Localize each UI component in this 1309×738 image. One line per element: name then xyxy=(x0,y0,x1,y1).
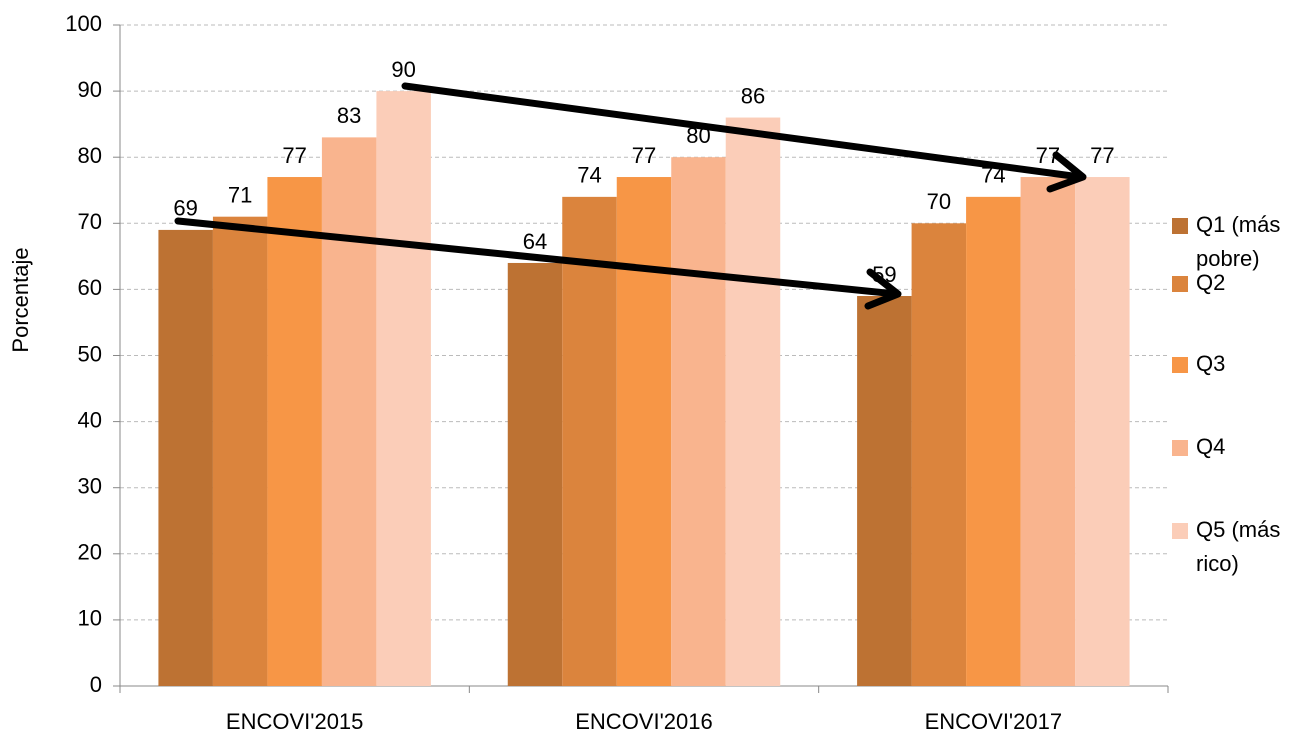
y-tick-label: 0 xyxy=(90,672,102,697)
value-label: 83 xyxy=(337,103,361,128)
y-tick-label: 100 xyxy=(65,11,102,36)
legend-label: Q5 (más rico) xyxy=(1196,517,1281,576)
x-tick-label: ENCOVI'2017 xyxy=(925,709,1063,734)
arrow-head xyxy=(864,268,902,310)
y-tick-label: 80 xyxy=(78,143,102,168)
value-label: 86 xyxy=(741,83,765,108)
bar xyxy=(321,137,377,686)
bar xyxy=(562,196,617,687)
bar xyxy=(911,223,967,687)
value-label: 74 xyxy=(577,163,601,188)
legend-swatch xyxy=(1172,523,1188,539)
arrow-head xyxy=(1046,151,1087,193)
y-tick-label: 40 xyxy=(78,407,102,432)
y-tick-label: 20 xyxy=(78,540,102,565)
x-tick-label: ENCOVI'2015 xyxy=(226,709,364,734)
value-label: 70 xyxy=(927,189,951,214)
bar xyxy=(671,157,726,686)
bar xyxy=(507,262,563,686)
bar xyxy=(267,177,322,686)
legend-swatch xyxy=(1172,276,1188,292)
legend-swatch xyxy=(1172,218,1188,234)
bar xyxy=(212,216,268,686)
y-tick-label: 50 xyxy=(78,341,102,366)
value-label: 69 xyxy=(173,196,197,221)
y-tick-label: 90 xyxy=(78,77,102,102)
legend-swatch xyxy=(1172,440,1188,456)
y-axis-label: Porcentaje xyxy=(8,247,33,352)
bar xyxy=(158,229,213,686)
y-tick-label: 70 xyxy=(78,209,102,234)
arrow xyxy=(401,82,1084,181)
bar xyxy=(966,196,1021,687)
x-tick-label: ENCOVI'2016 xyxy=(575,709,713,734)
value-label: 77 xyxy=(1090,143,1114,168)
legend-label: Q3 xyxy=(1196,351,1226,376)
value-label: 77 xyxy=(282,143,306,168)
y-tick-label: 10 xyxy=(78,606,102,631)
bar xyxy=(616,177,672,686)
value-label: 71 xyxy=(228,183,252,208)
y-tick-label: 60 xyxy=(78,275,102,300)
bar xyxy=(376,91,431,687)
value-label: 90 xyxy=(391,57,415,82)
y-tick-label: 30 xyxy=(78,474,102,499)
legend-label: Q4 xyxy=(1196,434,1226,459)
legend-label: Q1 (más pobre) xyxy=(1196,212,1281,271)
value-label: 64 xyxy=(523,229,547,254)
arrow xyxy=(174,217,900,298)
bar xyxy=(1075,177,1130,686)
legend-label: Q2 xyxy=(1196,270,1226,295)
annotation-arrows xyxy=(174,82,1087,310)
bar xyxy=(1020,177,1076,686)
bar xyxy=(857,296,912,686)
value-label: 77 xyxy=(632,143,656,168)
legend-swatch xyxy=(1172,357,1188,373)
bar xyxy=(725,117,781,687)
